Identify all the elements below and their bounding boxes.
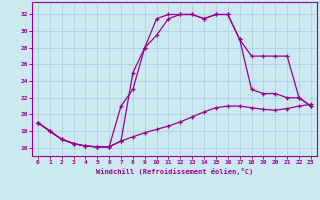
X-axis label: Windchill (Refroidissement éolien,°C): Windchill (Refroidissement éolien,°C): [96, 168, 253, 175]
